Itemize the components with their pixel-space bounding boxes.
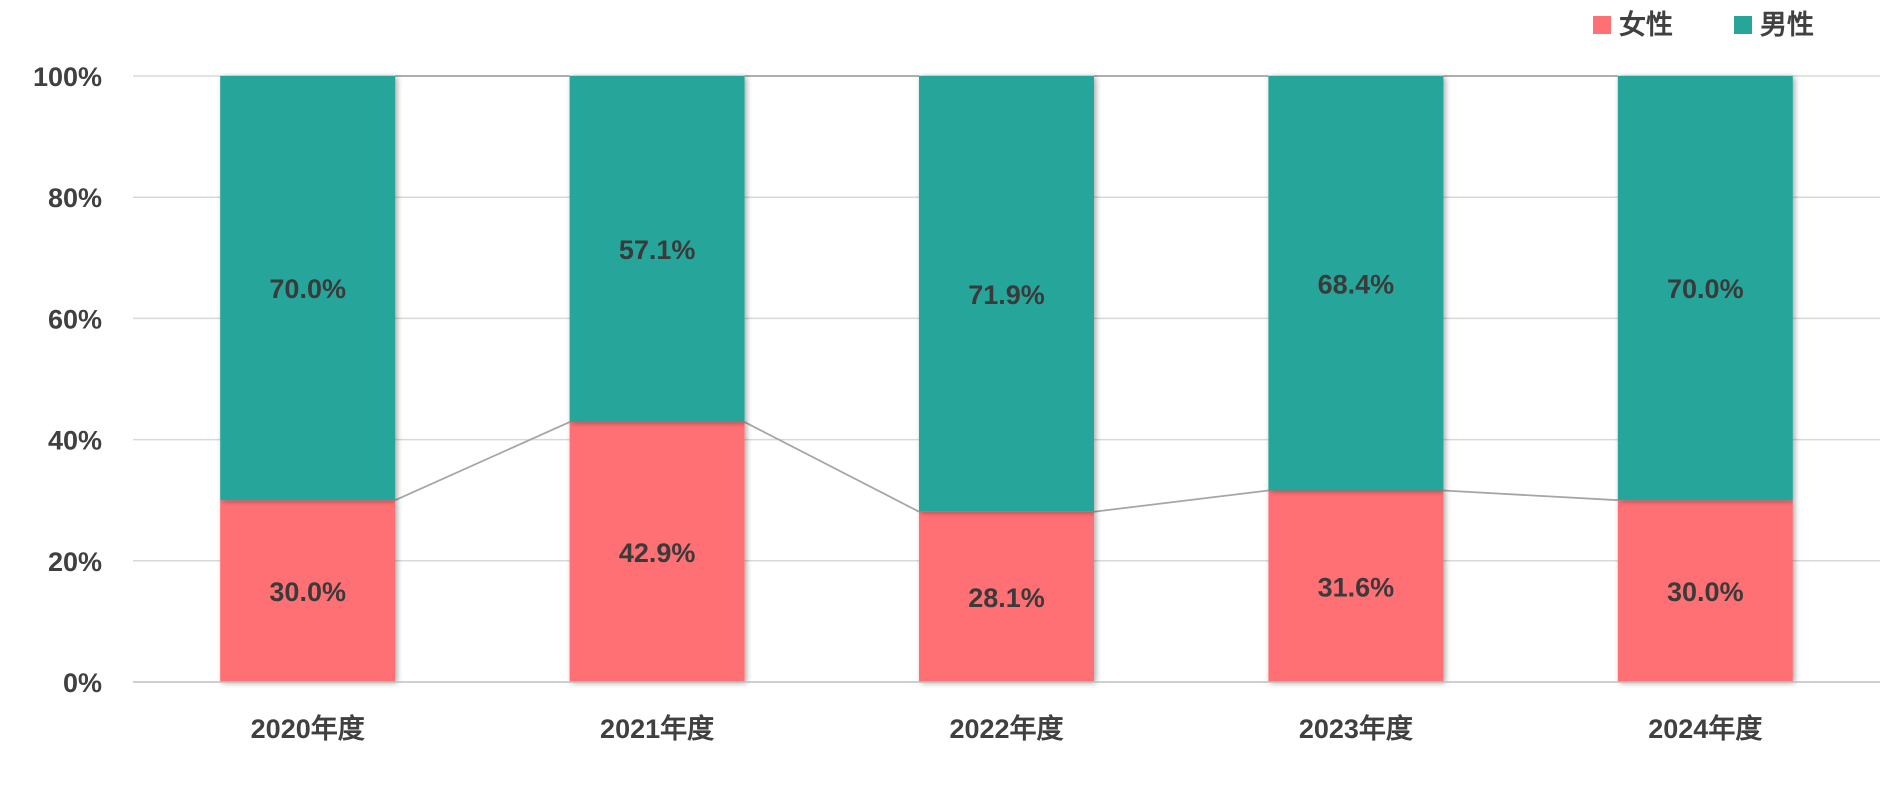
axes: 0% 20% 40% 60% 80% 100% 2020年度 2021年度 2022年度 2023… (33, 62, 1880, 744)
series-lines (394, 75, 1618, 513)
bar-segment-male (220, 76, 396, 501)
bar-segment-male (569, 76, 745, 423)
data-labels: 30.0% 70.0% 42.9% 57.1% 28.1% 71.9% 31.6% 68.4%… (269, 235, 1743, 613)
data-label: 28.1% (968, 583, 1045, 613)
x-tick-label: 2022年度 (949, 713, 1063, 744)
bar-segment-male (919, 76, 1094, 512)
y-tick-label: 20% (48, 547, 102, 577)
data-label: 30.0% (269, 577, 346, 607)
bar-segment-female (1268, 490, 1444, 682)
data-label: 68.4% (1318, 269, 1395, 299)
bar-segment-male (1617, 76, 1793, 501)
series-line (1443, 489, 1618, 502)
data-label: 57.1% (619, 235, 696, 265)
bar-segment-female (220, 500, 396, 682)
x-tick-label: 2021年度 (600, 713, 714, 744)
series-line (394, 421, 570, 502)
x-tick-label: 2023年度 (1299, 713, 1413, 744)
bar-segment-male (1268, 76, 1444, 491)
bars (220, 76, 1793, 682)
y-tick-label: 40% (48, 426, 102, 456)
data-label: 70.0% (269, 274, 346, 304)
bar-segment-female (919, 511, 1094, 682)
bar-segment-female (569, 422, 745, 682)
data-label: 30.0% (1667, 577, 1744, 607)
data-label: 42.9% (619, 538, 696, 568)
data-label: 31.6% (1318, 572, 1395, 602)
y-tick-label: 80% (48, 183, 102, 213)
bar-segment-female (1617, 500, 1793, 682)
series-line (1093, 489, 1269, 513)
series-line (744, 421, 920, 513)
legend-swatch (1734, 16, 1752, 34)
legend-label: 男性 (1760, 10, 1814, 40)
legend-swatch (1593, 16, 1611, 34)
y-tick-label: 100% (33, 62, 102, 92)
y-tick-label: 0% (63, 668, 102, 698)
y-tick-label: 60% (48, 304, 102, 334)
x-tick-label: 2024年度 (1648, 713, 1762, 744)
data-label: 71.9% (968, 280, 1045, 310)
legend: 女性 男性 (1593, 9, 1814, 40)
x-tick-label: 2020年度 (251, 713, 365, 744)
data-label: 70.0% (1667, 274, 1744, 304)
legend-label: 女性 (1619, 9, 1673, 40)
